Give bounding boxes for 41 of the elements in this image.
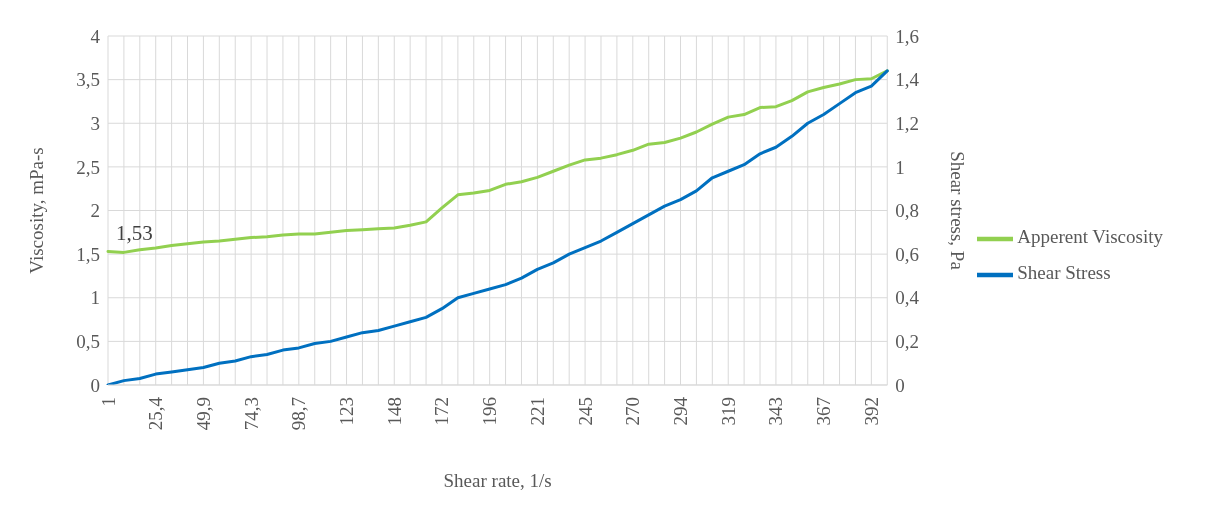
y2-tick-label: 1,6 [895, 25, 919, 47]
x-tick-label: 221 [526, 397, 548, 426]
y-axis-title: Viscosity, mPa-s [25, 147, 47, 274]
y2-axis-title: Shear stress, Pa [946, 151, 968, 271]
x-tick-label: 49,9 [192, 397, 214, 431]
y-tick-label: 1,5 [76, 243, 100, 265]
y-tick-label: 4 [90, 25, 101, 47]
y-tick-label: 2 [90, 200, 100, 222]
x-tick-label: 123 [336, 397, 358, 426]
x-tick-label: 319 [717, 397, 739, 426]
x-tick-label: 172 [431, 397, 453, 426]
y2-tick-label: 1 [895, 156, 905, 178]
x-tick-label: 245 [574, 397, 596, 426]
y-tick-label: 1 [90, 287, 100, 309]
x-tick-label: 294 [670, 396, 692, 426]
y-tick-label: 0 [90, 374, 100, 396]
y-tick-label: 0,5 [76, 331, 100, 353]
x-tick-label: 1 [97, 397, 119, 407]
y2-tick-label: 0,4 [895, 287, 920, 309]
x-tick-label: 98,7 [288, 397, 310, 431]
x-tick-label: 367 [813, 397, 835, 426]
y2-tick-label: 0 [895, 374, 905, 396]
y2-tick-label: 0,6 [895, 243, 919, 265]
x-tick-label: 343 [765, 397, 787, 426]
x-tick-label: 392 [860, 397, 882, 426]
x-tick-label: 25,4 [145, 396, 167, 431]
y2-tick-label: 1,4 [895, 69, 920, 91]
x-axis-title: Shear rate, 1/s [443, 470, 552, 491]
x-tick-label: 74,3 [240, 397, 262, 431]
x-tick-label: 148 [383, 397, 405, 426]
x-tick-label: 196 [479, 397, 501, 426]
y-tick-label: 2,5 [76, 156, 100, 178]
y-tick-label: 3,5 [76, 69, 100, 91]
data-label: 1,53 [116, 220, 153, 245]
legend-label: Shear Stress [1017, 261, 1111, 283]
y2-tick-label: 0,2 [895, 331, 919, 353]
x-tick-label: 270 [622, 397, 644, 426]
legend-label: Apperent Viscosity [1017, 225, 1163, 247]
y2-tick-label: 1,2 [895, 113, 919, 134]
y-tick-label: 3 [90, 113, 100, 134]
y2-tick-label: 0,8 [895, 200, 919, 222]
